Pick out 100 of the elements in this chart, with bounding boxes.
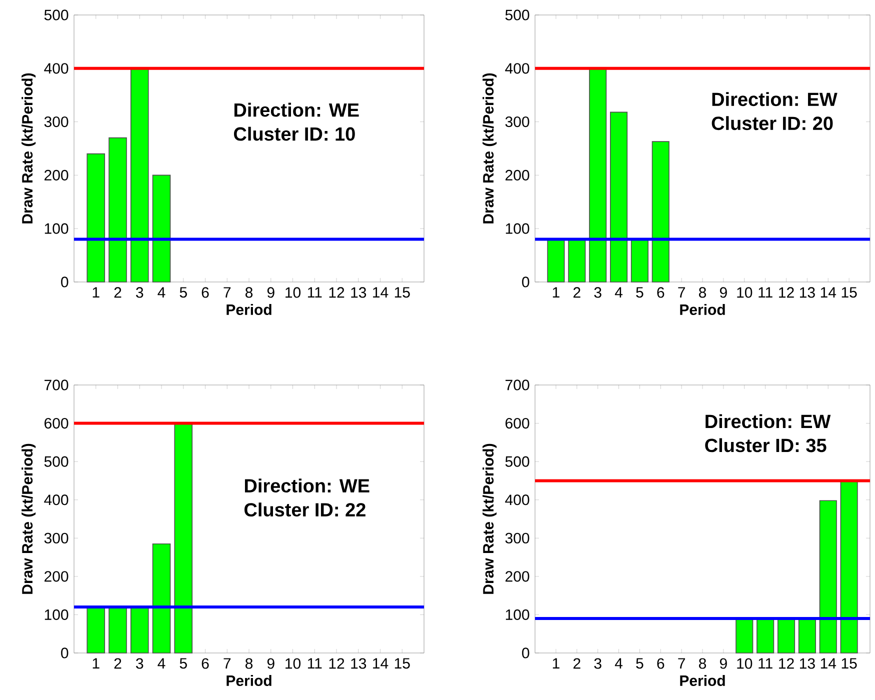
y-tick-label: 500 <box>505 10 530 20</box>
x-tick-label: 7 <box>678 287 685 298</box>
y-tick-label: 0 <box>61 648 68 658</box>
bar <box>630 238 648 282</box>
x-tick-label: 3 <box>136 287 144 298</box>
x-tick-label: 14 <box>820 658 836 669</box>
y-tick-label: 300 <box>44 116 68 128</box>
bar <box>108 137 127 282</box>
annotation: Direction: EW <box>706 414 831 428</box>
annotation: Cluster ID: 22 <box>244 502 366 517</box>
y-tick-label: 400 <box>505 494 530 506</box>
x-tick-label: 4 <box>158 287 166 298</box>
x-tick-label: 12 <box>329 287 344 298</box>
x-tick-label: 11 <box>308 287 322 298</box>
x-tick-label: 4 <box>614 658 622 669</box>
x-tick-label: 7 <box>224 287 231 298</box>
bar <box>108 606 127 654</box>
x-tick-label: 10 <box>286 287 301 298</box>
bar <box>152 543 171 654</box>
x-tick-label: 5 <box>636 658 644 669</box>
bar <box>130 68 149 282</box>
y-tick-label: 500 <box>505 456 530 467</box>
x-tick-label: 10 <box>737 658 752 669</box>
y-tick-label: 500 <box>44 456 68 467</box>
bar <box>798 618 816 654</box>
y-tick-label: 200 <box>506 170 530 180</box>
x-tick-label: 13 <box>351 287 366 298</box>
y-tick-label: 200 <box>44 170 68 180</box>
y-axis-title: Draw Rate (kt/Period) <box>22 444 36 594</box>
x-tick-label: 5 <box>636 287 644 298</box>
x-tick-label: 8 <box>698 287 706 298</box>
x-tick-label: 1 <box>92 287 100 298</box>
bar <box>547 238 565 282</box>
x-tick-label: 9 <box>267 287 274 298</box>
x-axis-title: Period <box>680 674 725 686</box>
x-tick-label: 13 <box>800 287 815 298</box>
x-tick-label: 7 <box>224 658 231 669</box>
bar <box>86 606 106 654</box>
annotation: Cluster ID: 20 <box>712 116 833 130</box>
annotation: Cluster ID: 35 <box>705 438 826 452</box>
annotation: Cluster ID: 10 <box>234 126 355 141</box>
y-tick-label: 400 <box>44 494 68 506</box>
x-tick-label: 8 <box>698 658 706 669</box>
y-tick-label: 100 <box>44 223 68 234</box>
x-tick-label: 10 <box>286 658 301 669</box>
x-axis-title: Period <box>680 304 725 316</box>
bar <box>736 618 754 654</box>
x-tick-label: 1 <box>552 287 560 298</box>
y-tick-label: 0 <box>522 648 530 658</box>
y-tick-label: 300 <box>505 532 530 544</box>
x-tick-label: 2 <box>114 287 122 298</box>
x-tick-label: 4 <box>614 287 622 298</box>
y-tick-label: 700 <box>44 380 68 390</box>
y-tick-label: 0 <box>61 276 68 288</box>
y-tick-label: 100 <box>44 609 68 620</box>
x-axis-title: Period <box>226 674 272 686</box>
bar <box>174 422 193 654</box>
bar <box>152 174 171 282</box>
x-tick-label: 12 <box>329 658 344 669</box>
x-tick-label: 9 <box>720 658 727 669</box>
x-tick-label: 4 <box>158 658 166 669</box>
x-tick-label: 2 <box>573 658 580 669</box>
x-tick-label: 6 <box>657 658 664 669</box>
bar <box>819 500 837 654</box>
x-tick-label: 11 <box>308 658 322 669</box>
y-tick-label: 100 <box>506 609 530 620</box>
x-tick-label: 3 <box>594 287 602 298</box>
x-tick-label: 13 <box>800 658 815 669</box>
x-tick-label: 6 <box>202 658 209 669</box>
y-tick-label: 200 <box>506 571 530 582</box>
bar <box>777 618 796 654</box>
bar <box>610 112 628 282</box>
x-tick-label: 9 <box>267 658 274 669</box>
x-tick-label: 11 <box>758 287 772 298</box>
x-tick-label: 8 <box>245 658 253 669</box>
x-tick-label: 15 <box>394 287 410 298</box>
y-tick-label: 400 <box>44 63 68 74</box>
x-tick-label: 5 <box>180 287 187 298</box>
bar <box>86 153 106 282</box>
x-tick-label: 13 <box>351 658 366 669</box>
x-tick-label: 8 <box>245 287 253 298</box>
x-tick-label: 2 <box>573 287 580 298</box>
x-tick-label: 5 <box>180 658 187 669</box>
y-axis-title: Draw Rate (kt/Period) <box>22 73 36 224</box>
x-tick-label: 1 <box>92 658 100 669</box>
y-axis-title: Draw Rate (kt/Period) <box>482 444 497 594</box>
x-tick-label: 1 <box>552 658 560 669</box>
y-tick-label: 600 <box>44 418 68 429</box>
annotation: Direction: WE <box>244 478 370 493</box>
x-tick-label: 14 <box>373 658 388 669</box>
y-tick-label: 600 <box>506 418 530 429</box>
bar <box>840 480 858 654</box>
x-tick-label: 3 <box>136 658 144 669</box>
y-tick-label: 700 <box>506 380 530 390</box>
x-tick-label: 9 <box>720 287 727 298</box>
x-tick-label: 15 <box>842 658 857 669</box>
bar <box>756 618 774 654</box>
x-tick-label: 7 <box>678 658 685 669</box>
x-tick-label: 3 <box>594 658 602 669</box>
x-tick-label: 2 <box>114 658 122 669</box>
